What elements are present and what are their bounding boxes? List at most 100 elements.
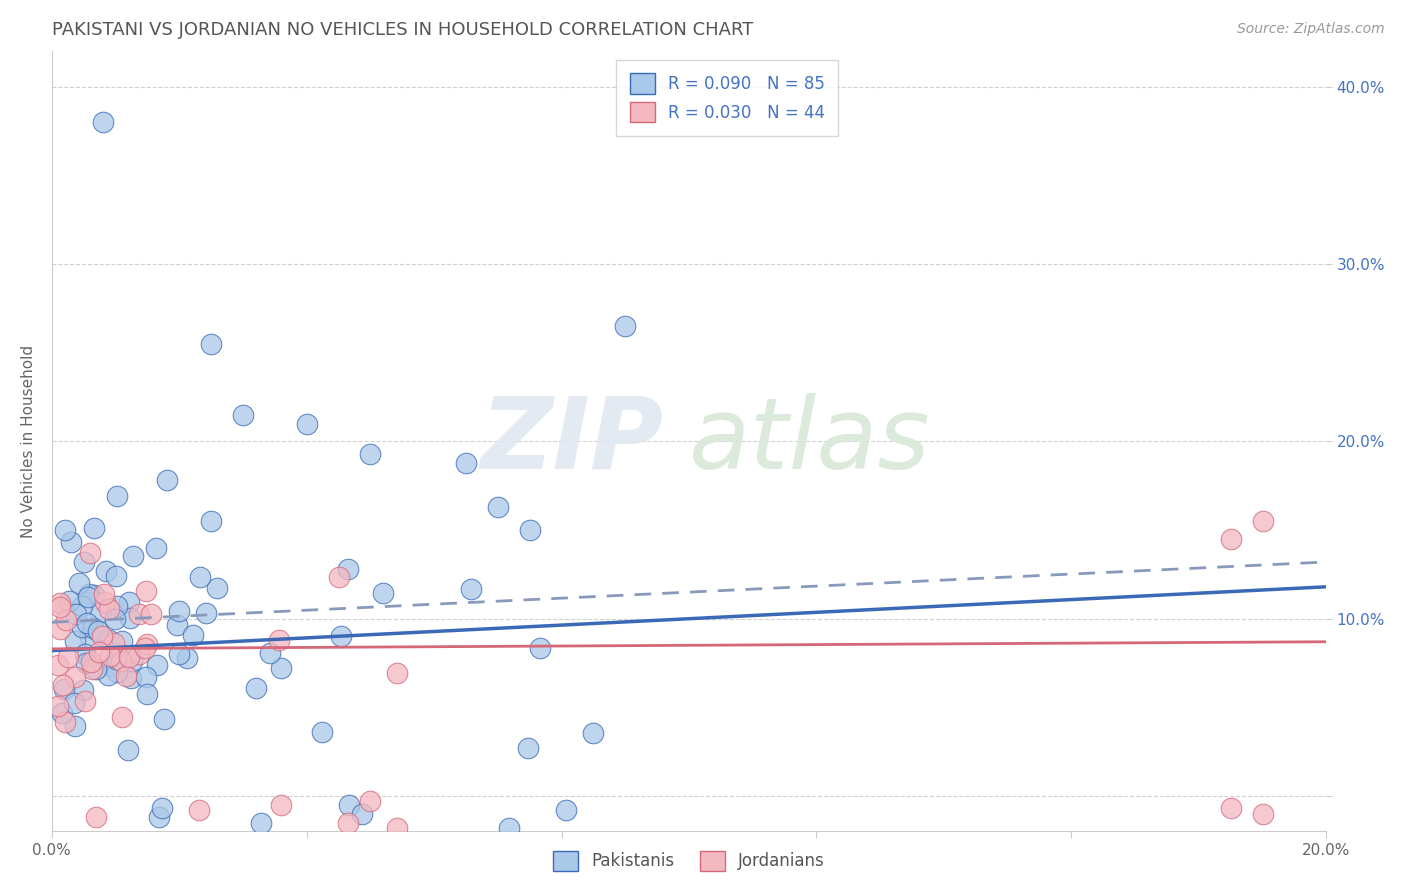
Text: Source: ZipAtlas.com: Source: ZipAtlas.com [1237,22,1385,37]
Point [188,569,211,583]
Point [55,613,77,627]
Point [128,648,150,662]
Point [49,596,72,610]
Point [90,629,112,643]
Point [134,640,156,655]
Point [104,612,127,626]
Legend: Pakistanis, Jordanians: Pakistanis, Jordanians [547,844,831,878]
Point [98,632,121,647]
Point [98,648,121,663]
Point [53,681,76,696]
Text: ZIP: ZIP [481,393,664,490]
Point [59,534,82,549]
Point [529,641,551,656]
Point [97,667,120,681]
Point [128,607,150,621]
Point [120,671,142,685]
Point [519,523,541,537]
Point [200,337,222,351]
Point [460,582,482,597]
Point [336,562,359,576]
Point [79,630,101,644]
Point [100,658,122,673]
Point [259,647,281,661]
Point [104,568,127,582]
Point [77,590,100,604]
Point [84,662,107,676]
Point [336,815,359,830]
Point [87,624,110,638]
Point [139,607,162,621]
Point [135,584,157,599]
Point [63,719,86,733]
Point [145,541,167,555]
Point [91,115,114,129]
Point [49,600,72,615]
Point [270,661,292,675]
Point [83,521,105,535]
Point [110,654,132,668]
Point [387,665,409,680]
Point [72,683,94,698]
Point [555,803,578,817]
Point [337,797,360,812]
Point [122,549,145,563]
Point [118,650,141,665]
Point [136,687,159,701]
Point [120,611,142,625]
Point [1219,801,1241,815]
Point [63,696,86,710]
Point [167,604,190,618]
Point [148,810,170,824]
Point [94,595,117,609]
Point [93,586,115,600]
Point [63,670,86,684]
Point [79,587,101,601]
Point [67,575,90,590]
Point [359,794,381,808]
Point [146,657,169,672]
Point [79,546,101,560]
Point [1251,806,1274,821]
Point [52,678,75,692]
Point [117,595,139,609]
Point [486,500,509,514]
Point [107,665,129,679]
Point [73,555,96,569]
Point [46,657,69,672]
Point [97,602,120,616]
Point [94,564,117,578]
Point [581,726,603,740]
Point [150,801,173,815]
Point [111,634,134,648]
Point [103,636,125,650]
Point [328,570,350,584]
Point [267,633,290,648]
Point [115,669,138,683]
Point [249,815,271,830]
Point [155,474,177,488]
Point [454,456,477,470]
Point [58,594,80,608]
Point [49,623,72,637]
Point [121,654,143,668]
Point [152,712,174,726]
Point [104,652,127,666]
Point [65,607,87,621]
Point [1251,514,1274,528]
Point [176,650,198,665]
Point [166,618,188,632]
Point [136,637,159,651]
Point [311,724,333,739]
Point [270,797,292,812]
Point [63,634,86,648]
Point [84,810,107,824]
Point [79,655,101,669]
Point [187,803,209,817]
Point [117,743,139,757]
Point [87,645,110,659]
Point [135,670,157,684]
Point [245,681,267,695]
Y-axis label: No Vehicles in Household: No Vehicles in Household [21,345,35,538]
Point [82,621,104,635]
